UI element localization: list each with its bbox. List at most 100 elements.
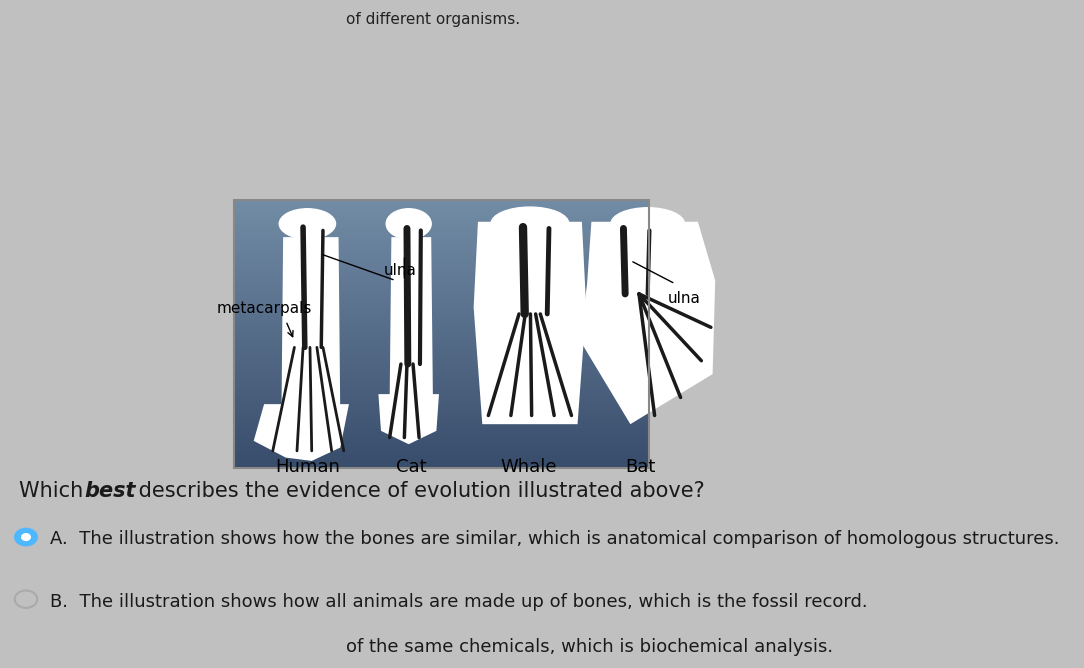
Bar [234, 282, 649, 286]
Bar [234, 226, 649, 230]
Bar [234, 298, 649, 302]
Bar [234, 351, 649, 355]
Text: metacarpals: metacarpals [217, 301, 312, 316]
Bar [234, 215, 649, 219]
Text: of different organisms.: of different organisms. [346, 12, 520, 27]
Bar [234, 440, 649, 444]
Polygon shape [389, 237, 433, 401]
Bar [234, 242, 649, 246]
Bar [234, 341, 649, 345]
Text: ulna: ulna [668, 291, 700, 305]
Bar [234, 343, 649, 347]
Bar [234, 274, 649, 278]
Bar [234, 306, 649, 310]
Bar [234, 204, 649, 208]
Bar [234, 285, 649, 289]
Bar [234, 330, 649, 334]
Bar [234, 378, 649, 382]
Bar [234, 207, 649, 211]
Bar [234, 253, 649, 257]
Bar [234, 338, 649, 342]
Bar [234, 399, 649, 403]
Bar [234, 317, 649, 321]
Bar [234, 234, 649, 238]
Bar [234, 255, 649, 259]
Bar [234, 258, 649, 262]
Bar [234, 311, 649, 315]
Ellipse shape [386, 208, 431, 238]
Bar [234, 437, 649, 441]
Bar [234, 295, 649, 299]
Bar [234, 236, 649, 240]
Text: Bat: Bat [625, 458, 656, 476]
Text: Human: Human [275, 458, 339, 476]
Bar [234, 346, 649, 350]
Text: A.  The illustration shows how the bones are similar, which is anatomical compar: A. The illustration shows how the bones … [50, 530, 1060, 548]
Text: B.  The illustration shows how all animals are made up of bones, which is the fo: B. The illustration shows how all animal… [50, 593, 868, 611]
Bar [234, 426, 649, 430]
Bar [234, 442, 649, 446]
Bar [234, 429, 649, 433]
Bar [234, 415, 649, 420]
Bar [234, 247, 649, 251]
Bar [234, 244, 649, 248]
Bar [234, 432, 649, 436]
Bar [234, 407, 649, 411]
Bar [234, 450, 649, 454]
Bar [234, 410, 649, 414]
Bar [234, 239, 649, 243]
Bar [234, 461, 649, 465]
Polygon shape [580, 222, 715, 424]
Bar [234, 279, 649, 283]
Text: of the same chemicals, which is biochemical analysis.: of the same chemicals, which is biochemi… [347, 638, 834, 656]
Bar [234, 293, 649, 297]
Bar [234, 418, 649, 422]
Bar [234, 370, 649, 374]
Bar [234, 464, 649, 468]
Bar [234, 362, 649, 366]
Ellipse shape [491, 207, 569, 240]
Text: Whale: Whale [500, 458, 556, 476]
Bar [234, 319, 649, 323]
Polygon shape [378, 394, 439, 444]
Bar [234, 424, 649, 428]
Bar [234, 218, 649, 222]
Bar [234, 202, 649, 206]
Bar [234, 448, 649, 452]
Bar [234, 365, 649, 369]
Bar [234, 322, 649, 326]
Bar [234, 453, 649, 457]
Bar [234, 263, 649, 267]
Bar [234, 309, 649, 313]
Bar [234, 231, 649, 235]
Bar [234, 271, 649, 275]
Bar [234, 301, 649, 305]
Text: ulna: ulna [384, 263, 416, 278]
Bar [234, 383, 649, 387]
Bar [234, 456, 649, 460]
Bar [234, 290, 649, 294]
Bar [234, 434, 649, 438]
Circle shape [22, 534, 30, 540]
Bar [234, 210, 649, 214]
Bar [234, 421, 649, 425]
Bar [234, 391, 649, 395]
Polygon shape [254, 404, 349, 461]
Bar [234, 220, 649, 224]
Bar [234, 200, 649, 468]
Bar [234, 250, 649, 254]
Bar [234, 269, 649, 273]
Bar [234, 333, 649, 337]
Ellipse shape [611, 208, 684, 240]
Bar [234, 357, 649, 361]
Bar [234, 405, 649, 409]
Polygon shape [474, 222, 586, 424]
Ellipse shape [280, 208, 336, 238]
Bar [234, 277, 649, 281]
Bar [234, 375, 649, 379]
Bar [234, 303, 649, 307]
Circle shape [15, 528, 37, 546]
Bar [234, 445, 649, 449]
Bar [234, 381, 649, 385]
Bar [234, 228, 649, 232]
